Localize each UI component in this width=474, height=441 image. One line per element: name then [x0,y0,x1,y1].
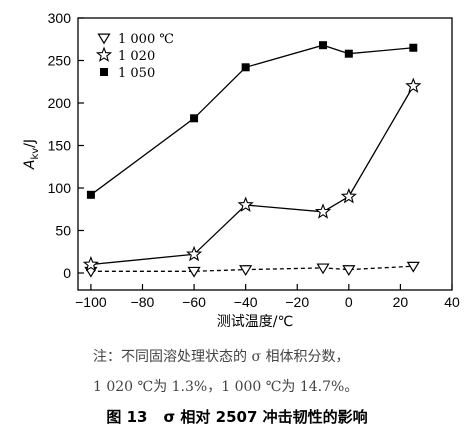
series-2 [86,41,418,199]
plot-frame [77,17,453,291]
series-line [90,85,414,266]
data-point [344,49,353,58]
x-tick-label: −40 [234,294,258,310]
legend-marker [100,68,108,76]
legend-label: 1 000 ℃ [118,32,174,47]
y-tick-label: 250 [48,53,72,69]
caption-number: 图 13 [106,408,148,426]
y-axis-title-subscript: kv [30,148,41,160]
data-point [82,255,100,272]
data-point [239,265,253,276]
legend-label: 1 020 [118,49,155,64]
data-point [241,63,250,72]
data-point [187,266,201,278]
data-point [185,245,203,262]
x-tick-label: −20 [285,294,309,310]
data-point [319,41,328,50]
data-point [237,196,254,212]
data-point [406,261,420,273]
x-tick-label: −60 [182,294,206,310]
axes: −100 −80 −60 −40 −20 0 20 40 0 50 100 150 200 250 300 测… [22,10,460,330]
data-point [86,190,95,199]
data-point [405,77,422,93]
y-axis-title: Akv/J [22,139,41,170]
note-line-2: 1 020 ℃为 1.3%，1 000 ℃为 14.7%。 [93,379,359,395]
data-point [342,265,356,276]
series-line [90,265,414,272]
data-point [409,43,418,52]
legend-label: 1 050 [118,66,155,81]
data-point [340,187,357,204]
x-tick-label: −80 [131,294,155,310]
y-tick-label: 300 [48,10,72,26]
series-line [90,44,414,196]
caption-text: σ 相对 2507 冲击韧性的影响 [163,408,368,426]
series-0 [84,261,420,278]
y-axis-title-unit: /J [22,139,38,148]
note-line-1: 注：不同固溶处理状态的 σ 相体积分数， [93,349,350,365]
data-point [314,203,332,219]
x-tick-label: 40 [444,294,460,310]
x-tick-label: 20 [393,294,409,310]
data-point [316,263,330,275]
legend-marker [95,46,113,62]
y-tick-label: 0 [63,265,71,281]
impact-energy-chart: −100 −80 −60 −40 −20 0 20 40 0 50 100 150 200 250 300 测… [22,10,460,330]
y-tick-label: 100 [48,180,72,196]
x-tick-label: −100 [75,294,107,310]
figure-caption: 图 13 σ 相对 2507 冲击韧性的影响 [0,406,474,427]
y-tick-label: 50 [55,223,71,239]
series-layer [82,41,422,278]
x-tick-label: 0 [345,294,353,310]
data-point [190,114,199,123]
y-tick-label: 150 [48,138,72,154]
series-1 [82,77,422,272]
y-axis-title-symbol: A [22,160,38,171]
x-axis-title: 测试温度/℃ [217,314,293,330]
y-tick-label: 200 [48,95,72,111]
legend: 1 000 ℃ 1 020 1 050 [95,32,174,81]
legend-marker [97,33,111,45]
